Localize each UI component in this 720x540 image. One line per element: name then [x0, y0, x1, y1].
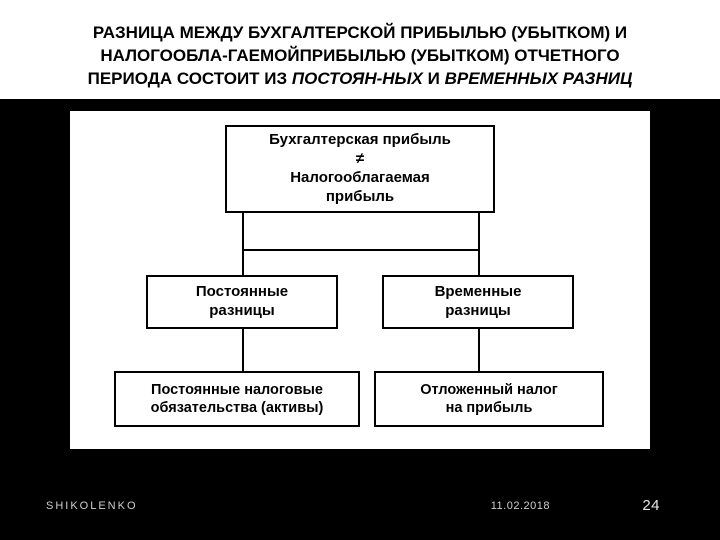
node-top-symbol: ≠	[356, 150, 364, 167]
node-top-line3: прибыль	[326, 188, 394, 205]
footer-page-number: 24	[642, 497, 660, 514]
node-right-mid-line1: Временные	[435, 283, 522, 300]
node-top: Бухгалтерская прибыль ≠ Налогооблагаемая…	[225, 125, 495, 213]
connector	[478, 213, 480, 249]
connector	[478, 329, 480, 371]
node-left-bot-line2: обязательства (активы)	[151, 400, 324, 416]
footer-date: 11.02.2018	[491, 500, 550, 512]
node-right-mid: Временные разницы	[382, 275, 574, 329]
node-left-mid: Постоянные разницы	[146, 275, 338, 329]
title-em1: ПОСТОЯН-НЫХ	[292, 69, 423, 88]
node-top-line1: Бухгалтерская прибыль	[269, 131, 451, 148]
node-top-line2: Налогооблагаемая	[290, 169, 430, 186]
node-right-bot-line1: Отложенный налог	[420, 382, 558, 398]
node-right-bot: Отложенный налог на прибыль	[374, 371, 604, 427]
node-left-mid-line1: Постоянные	[196, 283, 288, 300]
title-em2: ВРЕМЕННЫХ РАЗНИЦ	[445, 69, 633, 88]
title-line3-prefix: ПЕРИОДА СОСТОИТ ИЗ	[88, 69, 292, 88]
connector	[242, 249, 244, 275]
node-left-bot-line1: Постоянные налоговые	[151, 382, 323, 398]
footer-author: SHIKOLENKO	[46, 500, 138, 512]
title-conj: И	[428, 69, 445, 88]
slide-footer: SHIKOLENKO 11.02.2018 24	[0, 480, 720, 540]
title-line1: РАЗНИЦА МЕЖДУ БУХГАЛТЕРСКОЙ ПРИБЫЛЬЮ (УБ…	[93, 23, 627, 42]
node-left-mid-line2: разницы	[209, 302, 274, 319]
connector	[242, 249, 480, 251]
node-right-bot-line2: на прибыль	[446, 400, 533, 416]
node-right-mid-line2: разницы	[445, 302, 510, 319]
diagram-canvas: Бухгалтерская прибыль ≠ Налогооблагаемая…	[70, 111, 650, 449]
slide-title: РАЗНИЦА МЕЖДУ БУХГАЛТЕРСКОЙ ПРИБЫЛЬЮ (УБ…	[0, 0, 720, 99]
connector	[242, 213, 244, 249]
node-left-bot: Постоянные налоговые обязательства (акти…	[114, 371, 360, 427]
diagram-container: Бухгалтерская прибыль ≠ Налогооблагаемая…	[0, 99, 720, 449]
connector	[242, 329, 244, 371]
title-line2: НАЛОГООБЛА-ГАЕМОЙПРИБЫЛЬЮ (УБЫТКОМ) ОТЧЕ…	[100, 46, 619, 65]
connector	[478, 249, 480, 275]
